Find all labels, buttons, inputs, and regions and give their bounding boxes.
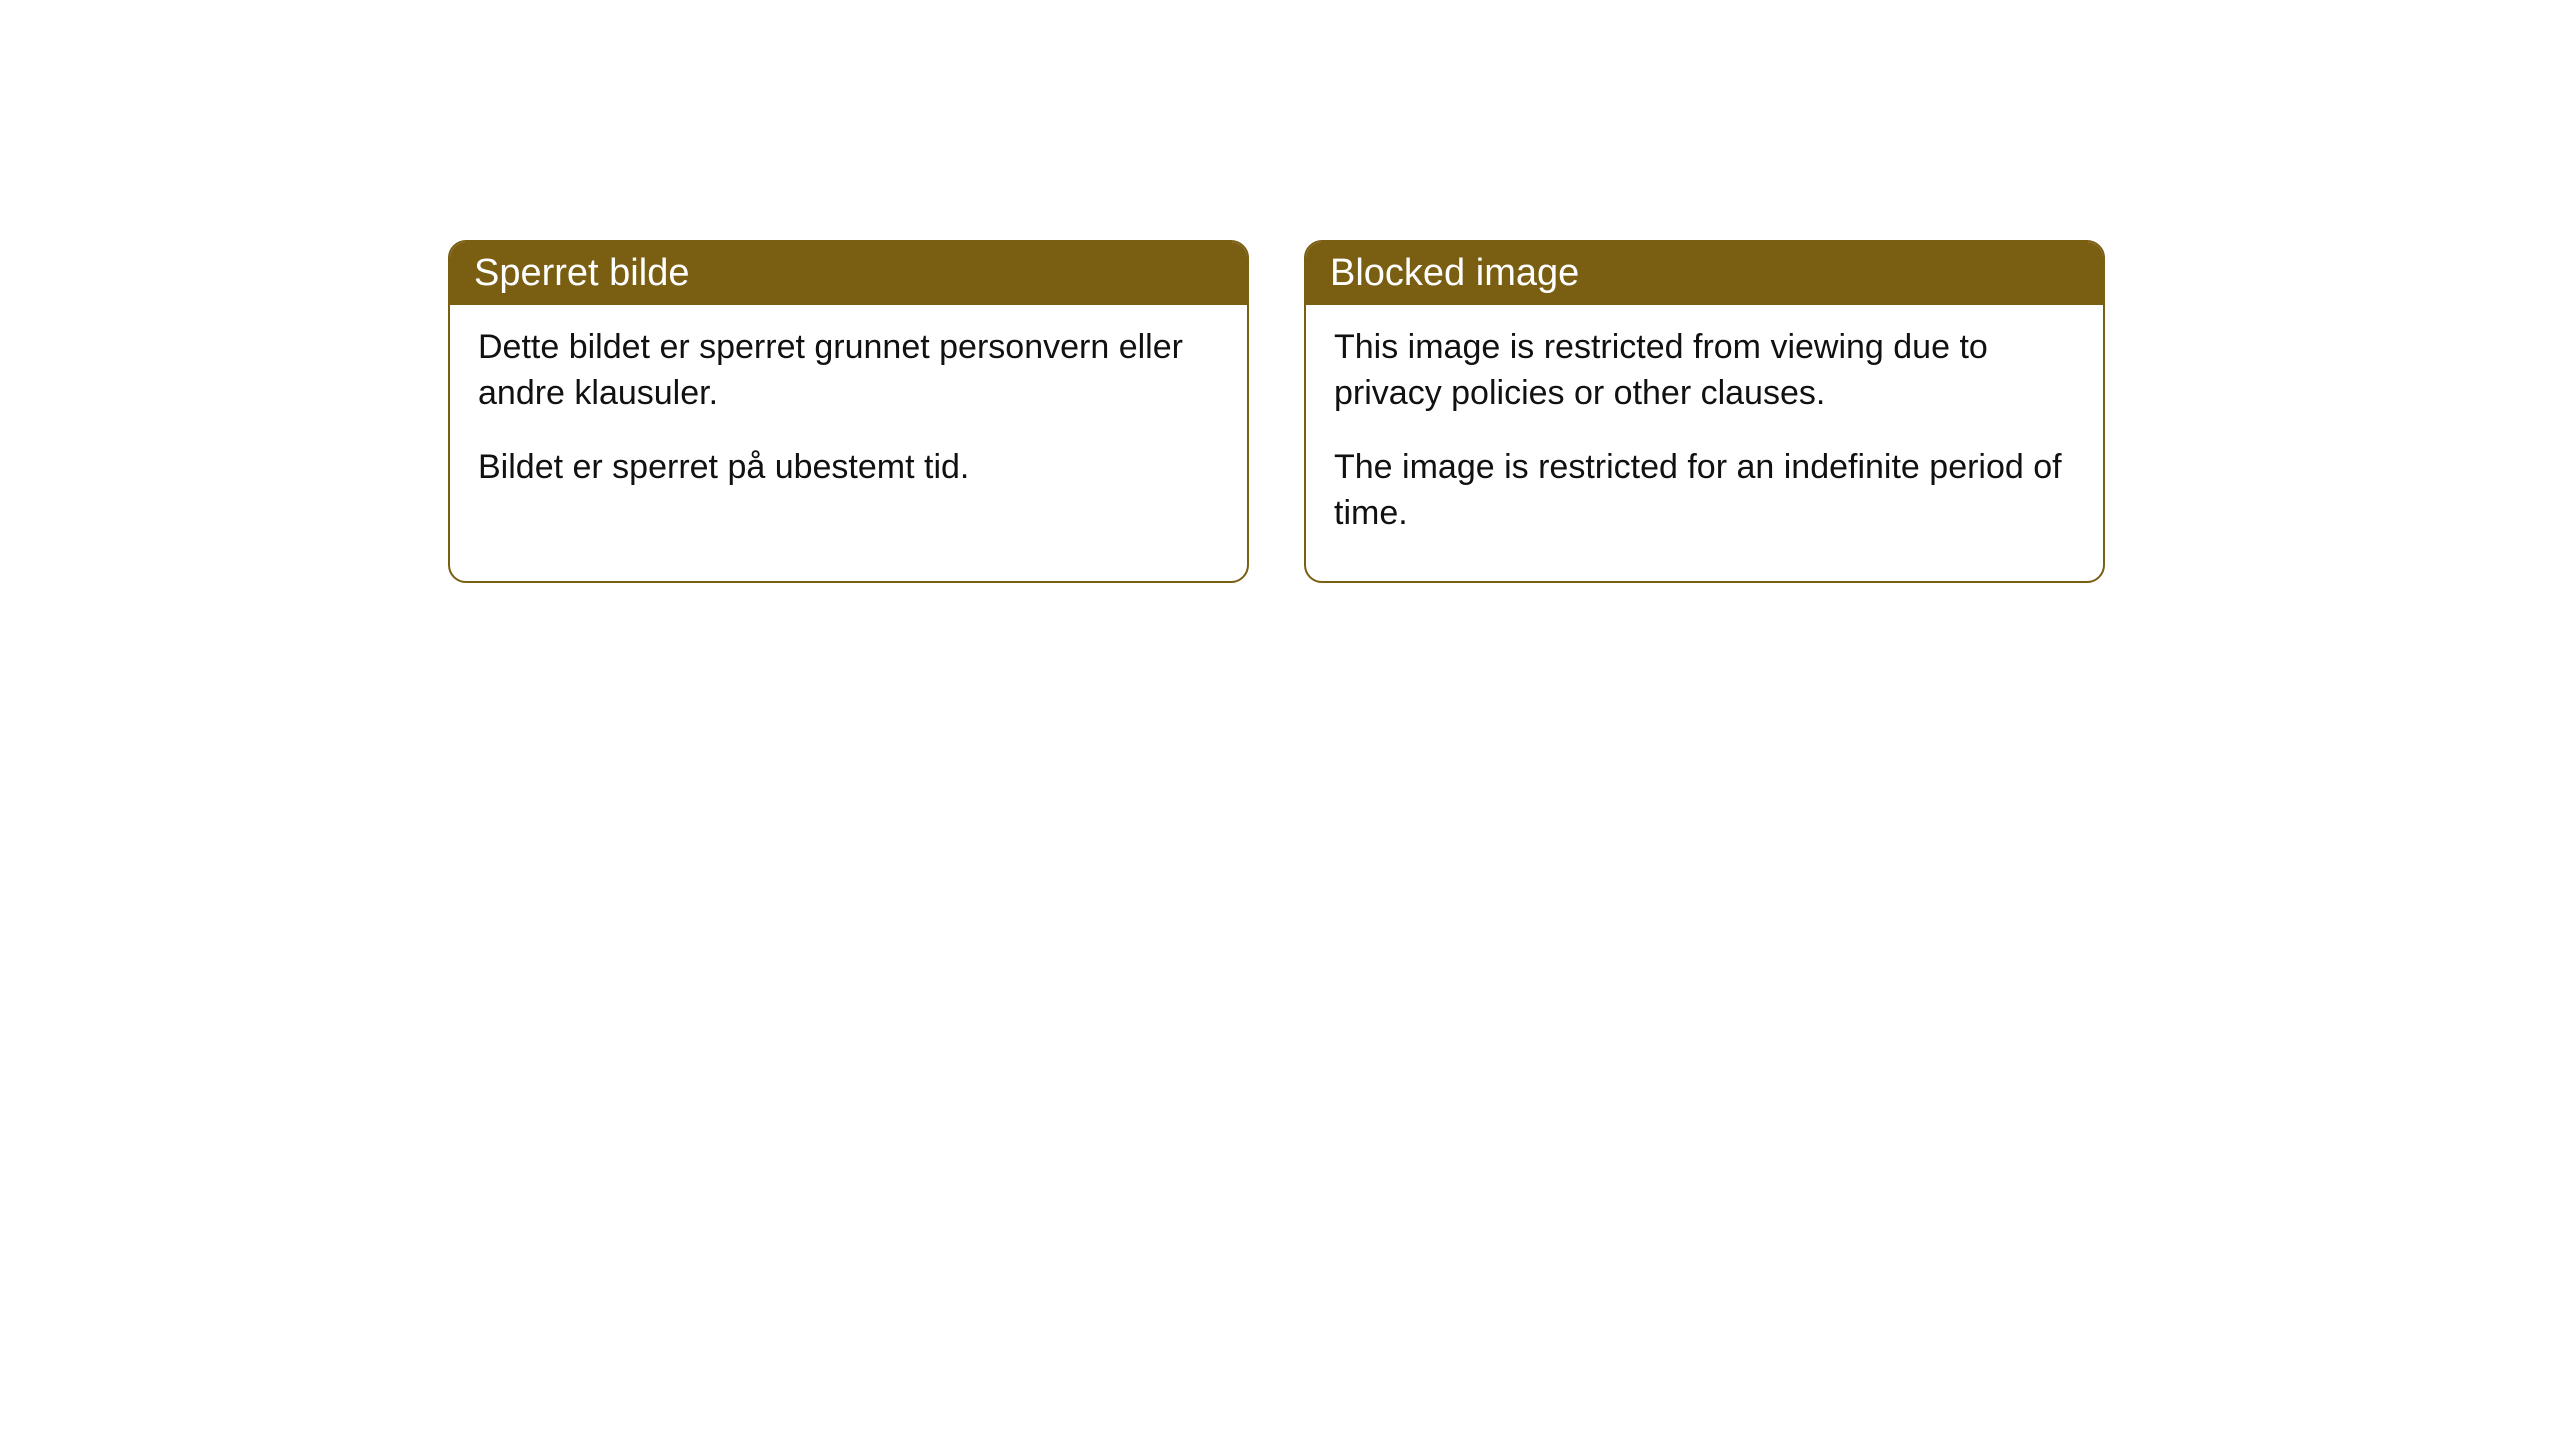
notice-cards-container: Sperret bilde Dette bildet er sperret gr… — [448, 240, 2105, 583]
card-text: Dette bildet er sperret grunnet personve… — [478, 325, 1219, 417]
blocked-image-card-en: Blocked image This image is restricted f… — [1304, 240, 2105, 583]
card-title: Blocked image — [1306, 242, 2103, 305]
card-title: Sperret bilde — [450, 242, 1247, 305]
blocked-image-card-no: Sperret bilde Dette bildet er sperret gr… — [448, 240, 1249, 583]
card-text: Bildet er sperret på ubestemt tid. — [478, 445, 1219, 491]
card-text: This image is restricted from viewing du… — [1334, 325, 2075, 417]
card-text: The image is restricted for an indefinit… — [1334, 445, 2075, 537]
card-body: This image is restricted from viewing du… — [1306, 305, 2103, 581]
card-body: Dette bildet er sperret grunnet personve… — [450, 305, 1247, 535]
